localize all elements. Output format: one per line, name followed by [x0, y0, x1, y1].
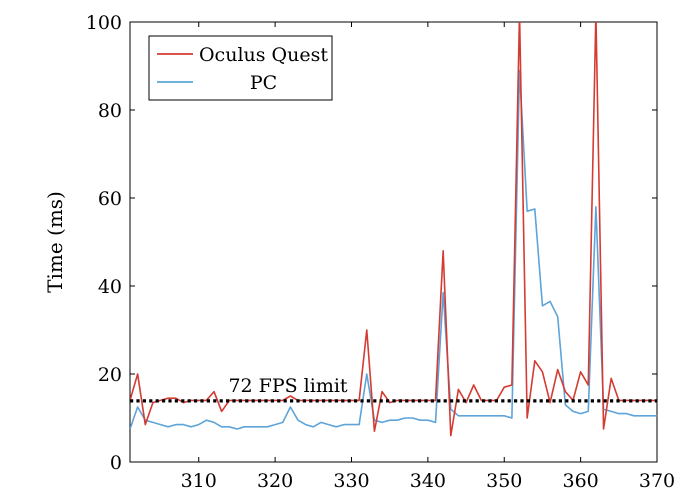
x-tick-label: 320 — [257, 470, 293, 492]
x-tick-label: 340 — [410, 470, 446, 492]
y-axis-label: Time (ms) — [43, 191, 67, 293]
x-tick-label: 350 — [486, 470, 522, 492]
y-tick-label: 0 — [110, 452, 122, 474]
legend-entry-label: PC — [250, 72, 277, 94]
x-tick-label: 310 — [181, 470, 217, 492]
y-tick-label: 40 — [98, 276, 122, 298]
legend: Oculus Quest PC — [148, 35, 333, 101]
legend-entry-label: Oculus Quest — [199, 44, 328, 66]
x-tick-label: 370 — [639, 470, 675, 492]
y-tick-label: 60 — [98, 188, 122, 210]
y-tick-label: 80 — [98, 100, 122, 122]
y-tick-label: 100 — [86, 12, 122, 34]
plot-area-frame — [129, 21, 658, 463]
legend-box — [148, 35, 333, 101]
axes-layer: 310 320 330 340 350 360 370 0 20 40 60 80 100 — [86, 12, 675, 492]
x-tick-label: 330 — [333, 470, 369, 492]
series-line-pc — [130, 69, 657, 430]
reference-line-label: 72 FPS limit — [228, 375, 347, 397]
x-tick-label: 360 — [562, 470, 598, 492]
y-tick-label: 20 — [98, 364, 122, 386]
